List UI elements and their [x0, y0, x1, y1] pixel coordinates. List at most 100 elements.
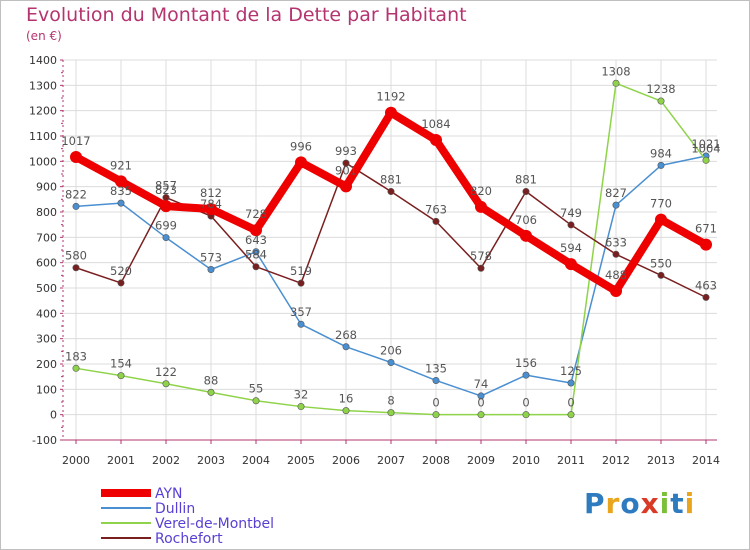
data-point-verel-de-montbel — [522, 411, 530, 419]
y-tick-label: 200 — [36, 358, 57, 371]
logo-letter: i — [684, 487, 696, 520]
y-tick-label: 1400 — [29, 54, 57, 67]
data-point-verel-de-montbel — [702, 156, 710, 164]
y-tick-label: 100 — [36, 383, 57, 396]
data-label-dullin: 357 — [290, 305, 312, 319]
logo-letter: i — [659, 487, 671, 520]
data-label-dullin: 984 — [650, 146, 672, 160]
chart-unit: (en €) — [26, 29, 62, 43]
data-point-rochefort — [567, 221, 575, 229]
data-point-ayn — [610, 285, 622, 298]
data-label-dullin: 643 — [245, 233, 267, 247]
data-label-rochefort: 749 — [560, 206, 582, 220]
data-label-verel-de-montbel: 1308 — [601, 64, 630, 78]
data-point-rochefort — [432, 217, 440, 225]
legend-label-ayn: AYN — [155, 486, 183, 502]
data-point-ayn — [340, 180, 352, 193]
data-labels: 822 835 699 573 643 357 268 206 135 74 156 125 827 98… — [61, 64, 720, 409]
data-label-verel-de-montbel: 122 — [155, 365, 177, 379]
x-tick-label: 2008 — [422, 454, 450, 467]
data-point-rochefort — [117, 279, 125, 287]
data-label-ayn: 996 — [290, 139, 312, 153]
data-point-dullin — [477, 392, 485, 400]
data-point-ayn — [70, 151, 82, 164]
data-point-rochefort — [252, 263, 260, 271]
x-tick-label: 2003 — [197, 454, 225, 467]
data-point-dullin — [252, 248, 260, 256]
data-point-verel-de-montbel — [567, 411, 575, 419]
data-point-rochefort — [522, 187, 530, 195]
data-point-rochefort — [342, 159, 350, 167]
logo-letter: o — [620, 487, 641, 520]
data-point-dullin — [72, 202, 80, 210]
data-point-verel-de-montbel — [252, 397, 260, 405]
data-label-verel-de-montbel: 88 — [204, 373, 219, 387]
proxiti-logo: Proxiti — [584, 487, 695, 520]
x-tick-label: 2014 — [692, 454, 720, 467]
logo-letter: x — [640, 487, 660, 520]
x-tick-label: 2000 — [62, 454, 90, 467]
data-point-dullin — [567, 379, 575, 387]
data-label-verel-de-montbel: 8 — [387, 394, 394, 408]
data-point-verel-de-montbel — [657, 97, 665, 105]
data-label-ayn: 1192 — [376, 90, 405, 104]
data-point-ayn — [475, 200, 487, 213]
data-label-dullin: 699 — [155, 219, 177, 233]
data-label-rochefort: 580 — [65, 249, 87, 263]
data-label-ayn: 820 — [470, 184, 492, 198]
data-point-rochefort — [387, 187, 395, 195]
logo-letter: t — [670, 487, 685, 520]
x-tick-label: 2006 — [332, 454, 360, 467]
data-label-verel-de-montbel: 154 — [110, 357, 132, 371]
data-point-rochefort — [297, 279, 305, 287]
data-point-rochefort — [477, 264, 485, 272]
y-tick-label: 700 — [36, 231, 57, 244]
data-point-dullin — [342, 343, 350, 351]
data-label-rochefort: 881 — [515, 172, 537, 186]
data-label-ayn: 770 — [650, 197, 672, 211]
data-point-ayn — [205, 202, 217, 215]
y-tick-label: 400 — [36, 307, 57, 320]
y-tick-label: 0 — [50, 409, 57, 422]
data-label-verel-de-montbel: 0 — [522, 396, 529, 410]
x-tick-label: 2005 — [287, 454, 315, 467]
data-point-dullin — [432, 376, 440, 384]
data-label-ayn: 921 — [110, 158, 132, 172]
legend-label-rochefort: Rochefort — [155, 531, 223, 547]
x-tick-label: 2002 — [152, 454, 180, 467]
data-label-verel-de-montbel: 0 — [432, 396, 439, 410]
data-label-dullin: 125 — [560, 364, 582, 378]
y-tick-label: 300 — [36, 333, 57, 346]
data-label-dullin: 135 — [425, 361, 447, 375]
data-point-verel-de-montbel — [342, 407, 350, 415]
data-label-verel-de-montbel: 32 — [294, 388, 309, 402]
data-label-verel-de-montbel: 1238 — [646, 82, 675, 96]
x-tick-label: 2009 — [467, 454, 495, 467]
data-point-verel-de-montbel — [72, 364, 80, 372]
data-point-verel-de-montbel — [207, 388, 215, 396]
data-point-ayn — [430, 134, 442, 147]
y-tick-label: 1200 — [29, 105, 57, 118]
data-label-rochefort: 857 — [155, 179, 177, 193]
data-label-ayn: 823 — [155, 183, 177, 197]
data-label-verel-de-montbel: 55 — [249, 382, 264, 396]
data-label-dullin: 827 — [605, 186, 627, 200]
y-tick-label: -100 — [32, 434, 57, 447]
logo-letter: r — [605, 487, 621, 520]
data-label-ayn: 812 — [200, 186, 222, 200]
data-label-rochefort: 763 — [425, 202, 447, 216]
y-tick-label: 600 — [36, 257, 57, 270]
data-label-dullin: 1021 — [691, 137, 720, 151]
data-label-ayn: 706 — [515, 213, 537, 227]
data-point-rochefort — [657, 271, 665, 279]
data-point-dullin — [387, 358, 395, 366]
legend-label-dullin: Dullin — [155, 501, 195, 517]
data-point-dullin — [117, 199, 125, 207]
data-point-verel-de-montbel — [162, 380, 170, 388]
logo-letter: P — [584, 487, 606, 520]
x-tick-label: 2010 — [512, 454, 540, 467]
x-tick-label: 2012 — [602, 454, 630, 467]
x-tick-label: 2004 — [242, 454, 270, 467]
data-point-ayn — [565, 258, 577, 271]
data-label-verel-de-montbel: 0 — [477, 396, 484, 410]
